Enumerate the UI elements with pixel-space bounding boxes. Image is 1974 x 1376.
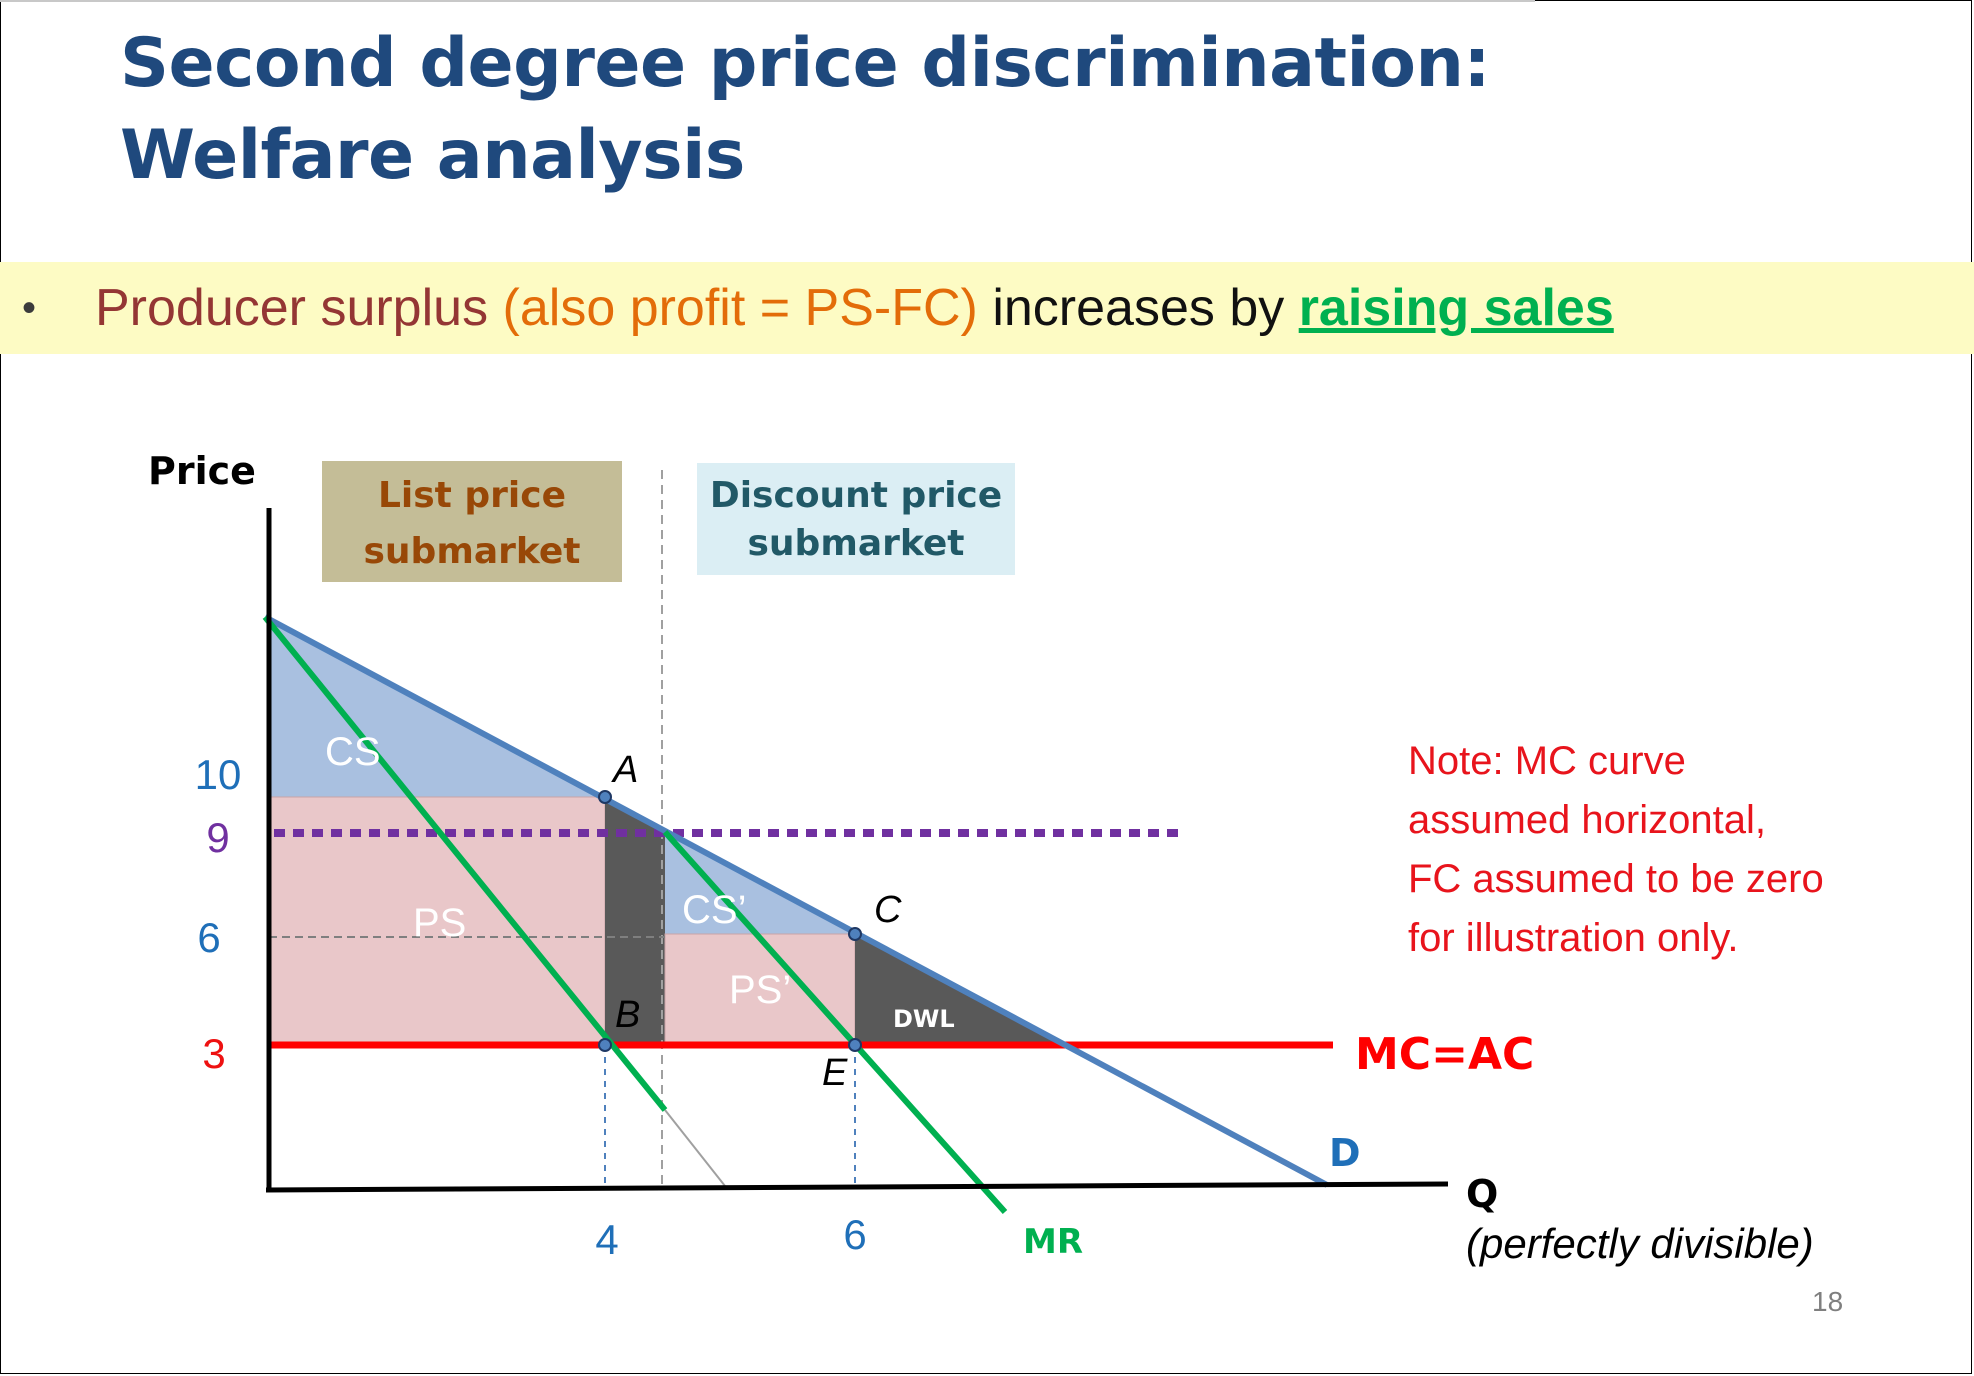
price-tick-9: 9: [206, 814, 229, 861]
bullet-part-raising-sales: raising sales: [1298, 279, 1614, 337]
note-line-3: FC assumed to be zero: [1408, 857, 1824, 901]
bullet-part-increases: increases by: [977, 279, 1299, 337]
note-line-2: assumed horizontal,: [1408, 798, 1766, 842]
demand-curve: [263, 614, 1329, 1188]
list-price-box-line1: List price: [378, 475, 566, 516]
x-axis-label: Q: [1466, 1172, 1498, 1216]
dwl-label: DWL: [893, 1005, 955, 1033]
discount-price-box-line2: submarket: [748, 523, 965, 564]
point-e-label: E: [822, 1052, 848, 1094]
bullet-part-profit: (also profit = PS-FC): [502, 279, 978, 337]
x-axis: [265, 1181, 1449, 1193]
price-tick-3: 3: [202, 1030, 225, 1077]
list-price-box-line2: submarket: [364, 531, 581, 572]
quantity-tick-6: 6: [843, 1211, 866, 1258]
point-e-marker: [848, 1038, 862, 1052]
top-rule: [0, 0, 1535, 2]
mr-extension-line: [664, 1109, 726, 1187]
slide-number: 18: [1812, 1286, 1844, 1317]
y-axis-label: Price: [148, 449, 256, 493]
x-axis-note: (perfectly divisible): [1466, 1220, 1814, 1267]
slide-title: Second degree price discrimination: Welf…: [120, 18, 1491, 202]
slide-title-line2: Welfare analysis: [120, 116, 745, 195]
ps-prime-label: PS’: [729, 968, 791, 1012]
list-price-box: [322, 461, 622, 582]
point-a-label: A: [611, 749, 638, 791]
ps-prime-area: [664, 933, 856, 1046]
bullet-highlight-band: [0, 262, 1974, 354]
demand-label: D: [1329, 1131, 1361, 1175]
price-tick-10: 10: [195, 751, 242, 798]
note-line-4: for illustration only.: [1408, 916, 1739, 960]
list-price-gap-area: [605, 797, 665, 1045]
point-c-label: C: [874, 889, 902, 931]
bullet-text: Producer surplus (also profit = PS-FC) i…: [95, 270, 1614, 346]
ps-label: PS: [413, 901, 466, 945]
note-line-1: Note: MC curve: [1408, 739, 1686, 783]
cs-prime-label: CS’: [682, 888, 746, 932]
point-a-marker: [598, 790, 612, 804]
assumption-note: Note: MC curve assumed horizontal, FC as…: [1408, 739, 1835, 960]
slide-title-line1: Second degree price discrimination:: [120, 24, 1491, 103]
cs-label: CS: [325, 730, 381, 774]
bullet-marker: •: [22, 286, 37, 330]
mr-curve-discount: [662, 829, 1008, 1215]
point-c-marker: [848, 927, 862, 941]
price-tick-6: 6: [197, 914, 220, 961]
bullet-part-producer-surplus: Producer surplus: [95, 279, 503, 337]
mr-curve-list: [262, 615, 668, 1112]
discount-price-box-line1: Discount price: [710, 475, 1002, 516]
point-b-marker: [598, 1038, 612, 1052]
discount-price-box: [697, 463, 1015, 575]
quantity-tick-4: 4: [595, 1216, 618, 1263]
point-b-label: B: [615, 994, 640, 1036]
ps-area: [268, 796, 606, 1046]
mr-label: MR: [1023, 1222, 1083, 1262]
mc-ac-label: MC=AC: [1355, 1029, 1534, 1080]
